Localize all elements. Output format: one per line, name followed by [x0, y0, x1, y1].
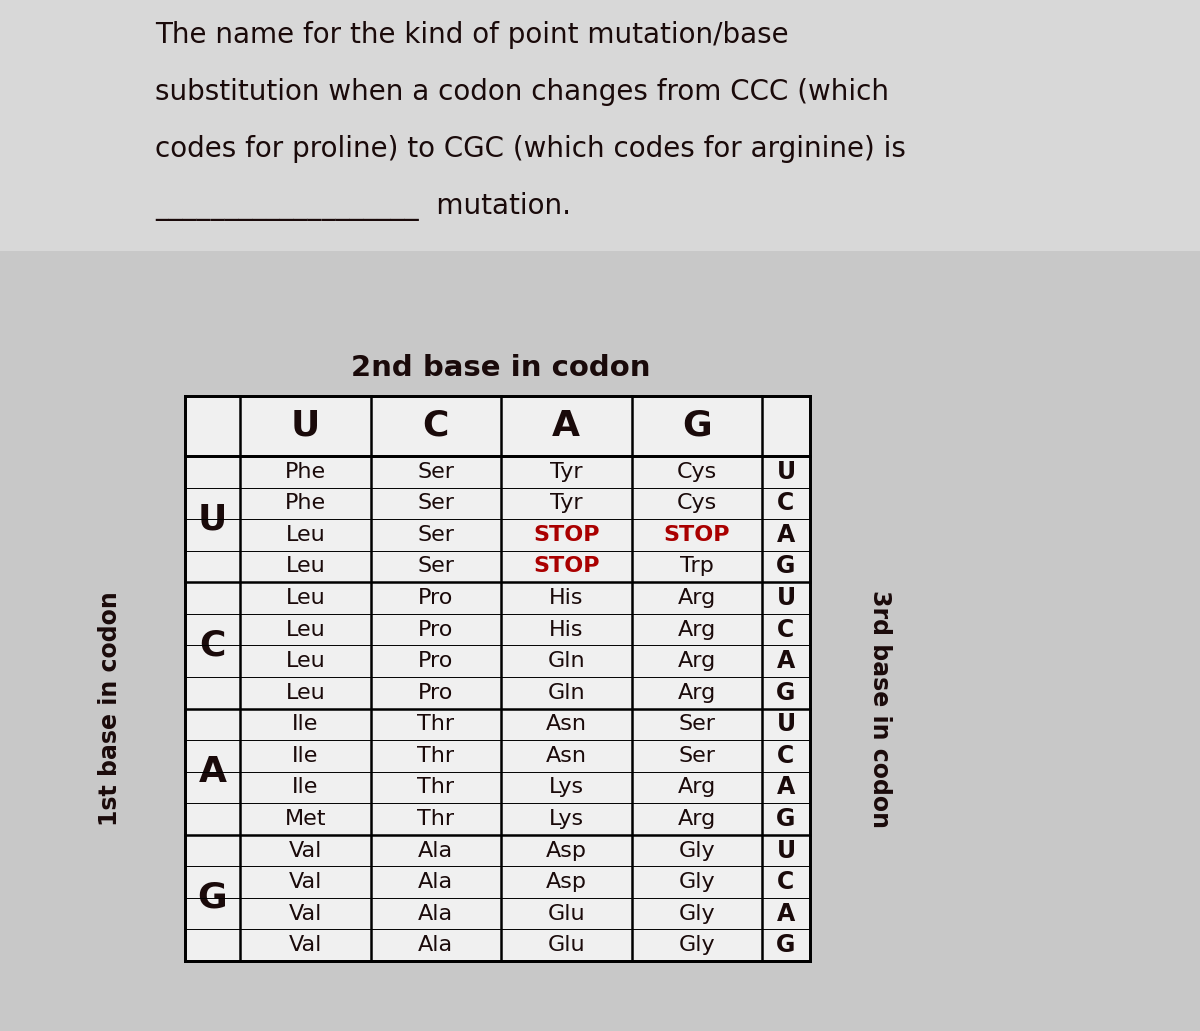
Text: His: His [550, 588, 583, 608]
Text: Ala: Ala [418, 903, 454, 924]
Text: Pro: Pro [418, 620, 454, 639]
Text: Ala: Ala [418, 840, 454, 861]
Text: 2nd base in codon: 2nd base in codon [352, 354, 650, 383]
Text: Ser: Ser [418, 494, 455, 513]
Text: Gln: Gln [547, 652, 586, 671]
Text: Arg: Arg [678, 588, 716, 608]
Text: Gly: Gly [678, 840, 715, 861]
Text: G: G [682, 409, 712, 443]
Text: C: C [778, 743, 794, 768]
Text: G: G [776, 807, 796, 831]
Text: Lys: Lys [548, 777, 584, 797]
Text: Leu: Leu [286, 683, 325, 703]
Text: ___________________  mutation.: ___________________ mutation. [155, 192, 571, 221]
Text: G: G [198, 880, 227, 914]
Text: U: U [198, 502, 227, 536]
Text: Leu: Leu [286, 652, 325, 671]
Text: Ile: Ile [292, 745, 318, 766]
Text: Gly: Gly [678, 903, 715, 924]
Text: Asn: Asn [546, 745, 587, 766]
Text: A: A [776, 523, 796, 546]
Bar [185, 396, 810, 961]
Text: A: A [552, 409, 581, 443]
Text: Thr: Thr [418, 714, 455, 734]
Text: Ser: Ser [418, 525, 455, 545]
Text: Gly: Gly [678, 935, 715, 955]
Text: U: U [776, 838, 796, 863]
Text: Ser: Ser [418, 557, 455, 576]
Text: substitution when a codon changes from CCC (which: substitution when a codon changes from C… [155, 78, 889, 106]
Text: Arg: Arg [678, 777, 716, 797]
Text: G: G [776, 555, 796, 578]
Text: Glu: Glu [547, 903, 586, 924]
Text: The name for the kind of point mutation/base: The name for the kind of point mutation/… [155, 21, 788, 49]
Text: Lys: Lys [548, 809, 584, 829]
Text: Pro: Pro [418, 652, 454, 671]
Text: Phe: Phe [284, 494, 326, 513]
Text: U: U [776, 460, 796, 484]
Text: Met: Met [284, 809, 326, 829]
Text: Thr: Thr [418, 809, 455, 829]
Text: Asn: Asn [546, 714, 587, 734]
Text: Val: Val [288, 935, 322, 955]
Text: His: His [550, 620, 583, 639]
Text: Ser: Ser [418, 462, 455, 481]
Text: C: C [778, 618, 794, 641]
Text: C: C [422, 409, 449, 443]
Text: Arg: Arg [678, 620, 716, 639]
Text: Arg: Arg [678, 652, 716, 671]
Text: Leu: Leu [286, 588, 325, 608]
Text: codes for proline) to CGC (which codes for arginine) is: codes for proline) to CGC (which codes f… [155, 135, 906, 163]
Text: A: A [776, 650, 796, 673]
Text: 3rd base in codon: 3rd base in codon [868, 590, 892, 828]
Bar [0, 0, 1200, 251]
Text: Arg: Arg [678, 683, 716, 703]
Text: U: U [776, 712, 796, 736]
Text: C: C [199, 628, 226, 662]
Text: Ser: Ser [678, 745, 715, 766]
Text: Pro: Pro [418, 683, 454, 703]
Text: Trp: Trp [680, 557, 714, 576]
Text: U: U [776, 586, 796, 610]
Text: Val: Val [288, 840, 322, 861]
Text: Cys: Cys [677, 494, 716, 513]
Text: Val: Val [288, 903, 322, 924]
Text: Tyr: Tyr [550, 462, 582, 481]
Text: Ile: Ile [292, 714, 318, 734]
Text: Ala: Ala [418, 872, 454, 892]
Text: C: C [778, 870, 794, 894]
Text: Cys: Cys [677, 462, 716, 481]
Text: Thr: Thr [418, 777, 455, 797]
Text: Asp: Asp [546, 840, 587, 861]
Text: G: G [776, 933, 796, 957]
Text: Val: Val [288, 872, 322, 892]
Text: Leu: Leu [286, 525, 325, 545]
Text: Thr: Thr [418, 745, 455, 766]
Text: Tyr: Tyr [550, 494, 582, 513]
Text: U: U [290, 409, 320, 443]
Text: Ala: Ala [418, 935, 454, 955]
Text: Glu: Glu [547, 935, 586, 955]
Text: STOP: STOP [533, 557, 600, 576]
Text: Leu: Leu [286, 620, 325, 639]
Text: A: A [776, 902, 796, 926]
Text: Arg: Arg [678, 809, 716, 829]
Text: G: G [776, 680, 796, 705]
Text: Asp: Asp [546, 872, 587, 892]
Text: Gly: Gly [678, 872, 715, 892]
Text: A: A [198, 755, 227, 789]
Text: Gln: Gln [547, 683, 586, 703]
Text: A: A [776, 775, 796, 799]
Text: Phe: Phe [284, 462, 326, 481]
Text: Ser: Ser [678, 714, 715, 734]
Text: 1st base in codon: 1st base in codon [98, 591, 122, 826]
Text: Ile: Ile [292, 777, 318, 797]
Text: STOP: STOP [533, 525, 600, 545]
Text: Pro: Pro [418, 588, 454, 608]
Text: C: C [778, 492, 794, 516]
Text: Leu: Leu [286, 557, 325, 576]
Text: STOP: STOP [664, 525, 730, 545]
